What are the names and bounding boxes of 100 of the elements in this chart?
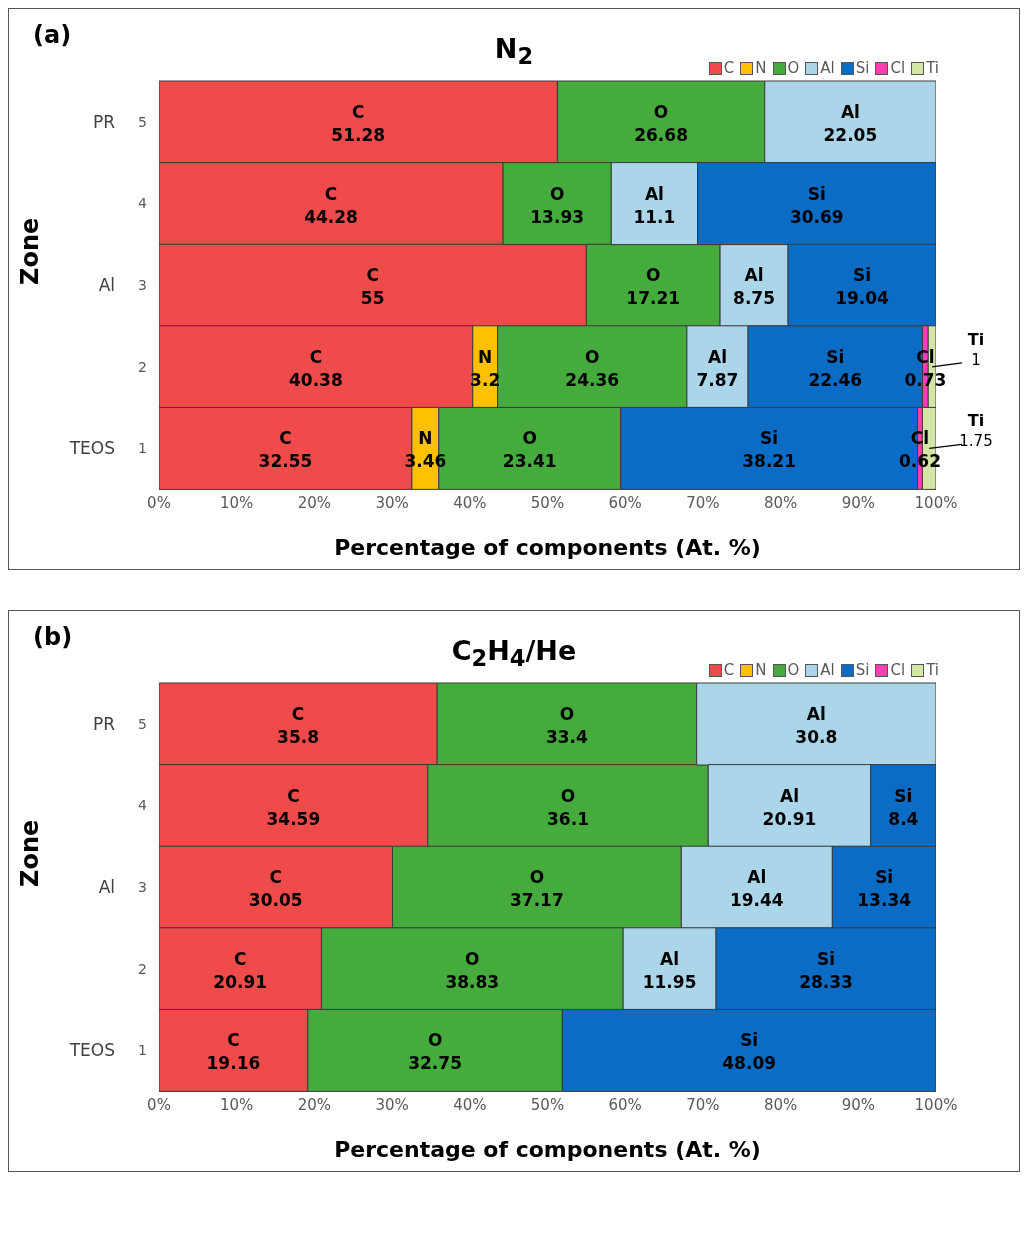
- data-label: 11.1: [633, 206, 676, 227]
- x-tick-label: 20%: [297, 493, 332, 512]
- y-tick-label: 3: [138, 277, 147, 293]
- x-tick-label: 50%: [530, 1095, 565, 1114]
- text: TEOS: [68, 438, 115, 459]
- legend-label: Al: [819, 59, 835, 77]
- x-axis-title: Percentage of components (At. %): [334, 1137, 761, 1162]
- data-label: 32.75: [408, 1053, 462, 1074]
- legend-label: Si: [854, 661, 870, 679]
- x-tick-label: 30%: [375, 1095, 409, 1114]
- data-label: 23.41: [502, 451, 557, 472]
- data-label: 51.28: [331, 125, 386, 145]
- text: Al: [98, 275, 115, 295]
- data-label: 13.34: [857, 890, 912, 911]
- data-label: 7.87: [696, 369, 739, 390]
- data-label: 20.91: [213, 971, 268, 992]
- legend-label: Si: [854, 59, 870, 77]
- x-tick-label: 70%: [686, 1095, 720, 1114]
- text: Ti: [967, 329, 985, 349]
- data-label: 35.8: [277, 727, 320, 747]
- text: N: [418, 428, 433, 449]
- text: Si: [852, 265, 872, 286]
- legend-label: Cl: [889, 59, 906, 77]
- data-label: 17.21: [626, 288, 681, 309]
- x-axis-title: Percentage of components (At. %): [334, 535, 761, 560]
- legend-label: Ti: [925, 59, 939, 77]
- data-label: 0.73: [904, 369, 947, 390]
- x-tick-label: 100%: [914, 1095, 958, 1114]
- x-tick-label: 0%: [147, 1095, 171, 1114]
- text: Al: [806, 704, 826, 724]
- data-label: 38.21: [742, 451, 797, 472]
- data-label: 1.75: [959, 432, 993, 451]
- text: Si: [740, 1030, 759, 1051]
- text: Al: [744, 265, 764, 286]
- text: C: [351, 102, 365, 122]
- legend-label: Cl: [889, 661, 906, 679]
- legend-label: C: [722, 661, 735, 679]
- text: Al: [707, 346, 727, 367]
- x-tick-label: 70%: [686, 493, 720, 512]
- data-label: 8.4: [888, 808, 919, 829]
- data-label: 11.95: [642, 971, 697, 992]
- text: O: [645, 265, 661, 286]
- text: Al: [644, 183, 664, 204]
- data-label: 19.44: [729, 890, 784, 911]
- data-label: 40.38: [288, 369, 343, 390]
- text: Al: [747, 867, 767, 888]
- text: TEOS: [68, 1040, 115, 1061]
- text: Si: [807, 183, 826, 204]
- series-label: O: [465, 948, 480, 969]
- data-label: 8.75: [733, 288, 776, 309]
- x-tick-label: 40%: [453, 493, 487, 512]
- x-tick-label: 90%: [841, 1095, 875, 1114]
- y-tick-label: 1: [138, 440, 147, 457]
- data-label: 34.59: [266, 808, 321, 829]
- text: O: [529, 867, 545, 888]
- text: C: [324, 183, 338, 204]
- data-label: 26.68: [634, 125, 688, 145]
- text: Cl: [916, 346, 935, 367]
- text: (a): [33, 21, 72, 49]
- data-label: 19.04: [835, 288, 890, 309]
- legend-label: Ti: [925, 661, 939, 679]
- legend-label: N: [754, 59, 767, 77]
- data-label: 22.05: [823, 125, 878, 145]
- text: C: [287, 785, 300, 806]
- x-tick-label: 30%: [375, 493, 409, 512]
- text: Si: [894, 785, 913, 806]
- y-tick-label: 2: [138, 960, 147, 977]
- text: Al: [660, 948, 680, 969]
- text: Si: [816, 948, 836, 969]
- text: Si: [760, 428, 779, 449]
- y-axis-title: Zone: [15, 217, 44, 285]
- x-tick-label: 60%: [608, 493, 642, 512]
- text: Si: [826, 346, 845, 367]
- text: Si: [875, 867, 894, 888]
- data-label: 30.69: [789, 206, 844, 227]
- data-label: 48.09: [722, 1053, 777, 1074]
- x-tick-label: 80%: [763, 493, 798, 512]
- x-tick-label: 10%: [220, 493, 254, 512]
- x-tick-label: 0%: [147, 493, 171, 512]
- data-label: 32.55: [258, 451, 313, 472]
- y-tick-label: 2: [138, 358, 147, 375]
- y-tick-label: 4: [138, 195, 148, 212]
- y-tick-label: 4: [138, 797, 148, 814]
- text: C: [309, 346, 323, 367]
- data-label: 1: [971, 350, 981, 369]
- text: O: [559, 704, 575, 724]
- legend-label: O: [786, 59, 800, 77]
- text: C: [723, 59, 735, 77]
- series-label: C: [279, 428, 292, 449]
- text: O: [585, 346, 600, 367]
- text: C: [269, 867, 282, 888]
- text: O: [560, 785, 576, 806]
- text: O: [787, 661, 800, 679]
- x-tick-label: 10%: [220, 1095, 254, 1114]
- data-label: 0.62: [899, 451, 941, 472]
- data-label: 36.1: [547, 808, 589, 829]
- data-label: 55: [360, 288, 385, 309]
- y-tick-label: 3: [138, 879, 147, 895]
- y-tick-label: 5: [138, 715, 147, 732]
- data-label: 30.05: [248, 890, 303, 911]
